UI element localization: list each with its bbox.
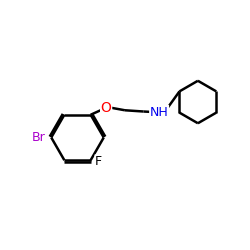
Text: F: F <box>95 155 102 168</box>
Text: NH: NH <box>150 106 169 118</box>
Text: O: O <box>101 101 112 115</box>
Text: Br: Br <box>31 131 45 144</box>
